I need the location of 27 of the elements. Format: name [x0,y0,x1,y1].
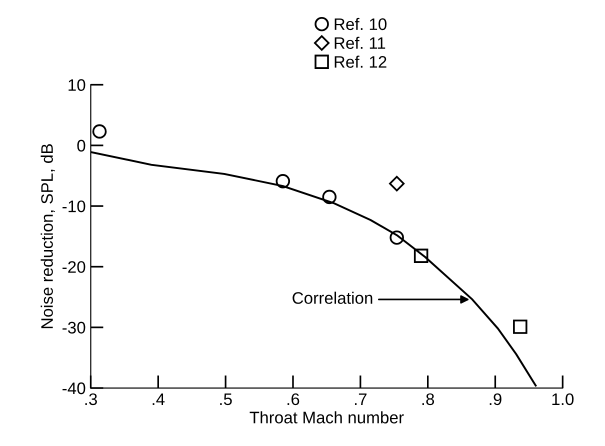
y-tick-label: 10 [68,79,86,91]
x-tick-label: .9 [490,393,502,406]
point [389,176,405,192]
x-tick-label: .7 [354,393,367,405]
point [322,190,337,204]
x-tick-label: .5 [220,393,232,406]
y-tick-label: -30 [62,322,86,334]
point [92,124,107,139]
legend-label: Ref. 11 [334,36,386,49]
x-tick-label: .6 [288,393,300,406]
y-tick-label: 0 [77,140,86,152]
y-tick-label: -10 [62,200,86,212]
annotation: Correlation [292,292,372,304]
legend-label: Ref. 10 [334,18,387,30]
point [276,174,290,188]
x-axis-title: Throat Mach number [250,411,404,424]
x-tick-label: .3 [85,393,97,406]
y-tick-label: -40 [62,382,86,394]
x-tick-label: .4 [152,393,165,405]
point [414,248,428,263]
x-tick-label: 1.0 [552,393,574,406]
point [513,320,528,334]
y-tick-label: -20 [62,261,86,273]
x-tick-label: .8 [422,393,434,406]
y-axis-title: Noise reduction, SPL, dB [40,144,55,328]
legend-label: Ref. 12 [334,56,386,68]
point [390,230,404,245]
